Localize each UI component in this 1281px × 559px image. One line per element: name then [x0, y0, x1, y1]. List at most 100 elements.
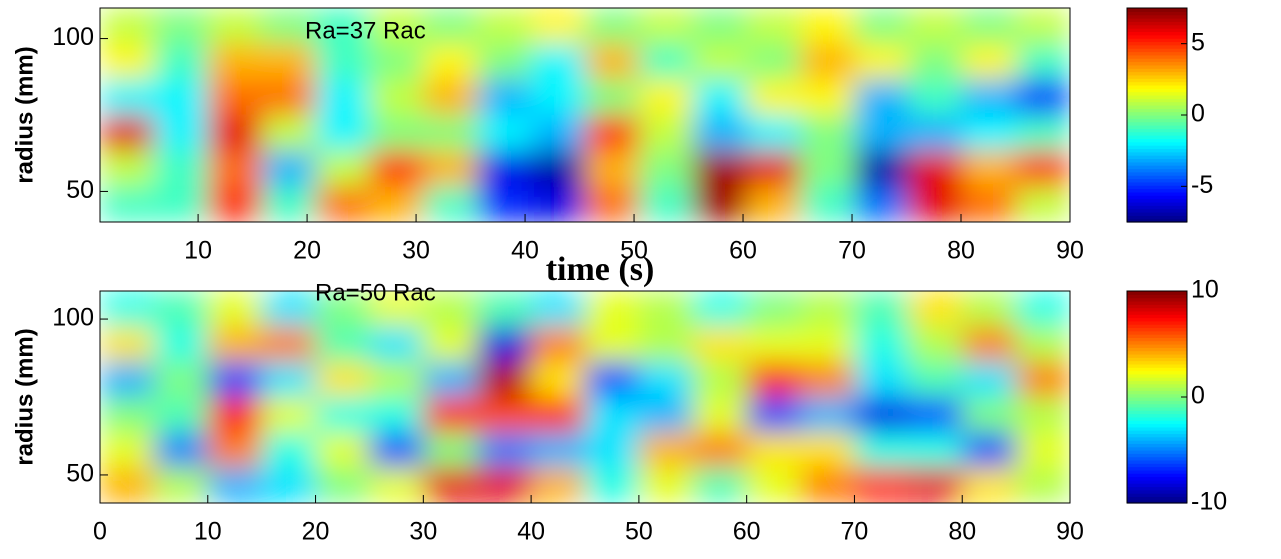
heatmap-cell: [746, 79, 802, 116]
heatmap-cell: [692, 326, 748, 363]
heatmap-cell: [908, 467, 963, 503]
heatmap-cell: [585, 326, 640, 363]
heatmap-cell: [153, 115, 209, 152]
heatmap-cell: [423, 361, 478, 398]
heatmap-cell: [1016, 115, 1070, 152]
heatmap-cell: [800, 361, 855, 398]
colorbar: [1127, 8, 1187, 223]
heatmap-cell: [477, 186, 532, 222]
heatmap-cell: [962, 150, 1017, 187]
heatmap-cell: [315, 150, 370, 187]
plot-frame: [99, 7, 1071, 223]
heatmap-cell: [477, 79, 532, 116]
heatmap-cell: [315, 397, 370, 433]
heatmap-cell: [692, 43, 748, 80]
x-tick-label: 0: [93, 518, 107, 546]
heatmap-cell: [369, 79, 424, 116]
heatmap-cell: [423, 8, 478, 45]
heatmap-cell: [1016, 8, 1070, 45]
heatmap-cell: [423, 397, 478, 433]
heatmap-cell: [692, 432, 748, 469]
heatmap-cell: [746, 291, 802, 327]
heatmap-cell: [585, 150, 640, 187]
heatmap-cell: [531, 326, 586, 363]
heatmap-cell: [1016, 150, 1070, 187]
heatmap-cell: [638, 361, 694, 398]
y-tick-label: 50: [66, 176, 94, 204]
x-tick-label: 40: [511, 237, 539, 265]
heatmap-cell: [962, 43, 1017, 80]
heatmap-cell: [531, 115, 586, 152]
heatmap-cell: [800, 326, 855, 363]
x-tick-label: 70: [841, 518, 869, 546]
heatmap-cell: [477, 43, 532, 80]
x-tick-label: 10: [184, 237, 212, 265]
heatmap-cell: [854, 432, 909, 469]
heatmap-cell: [531, 291, 586, 327]
heatmap-cell: [1016, 43, 1070, 80]
y-tick-label: 50: [66, 460, 94, 488]
heatmap-cell: [746, 326, 802, 363]
heatmap-cell: [315, 8, 370, 45]
heatmap-cell: [153, 43, 209, 80]
heatmap-cell: [585, 8, 640, 45]
heatmap-cell: [369, 467, 424, 503]
x-tick-label: 80: [947, 237, 975, 265]
heatmap-cell: [153, 150, 209, 187]
heatmap-cell: [477, 361, 532, 398]
heatmap-cell: [153, 432, 209, 469]
heatmap-cell: [261, 150, 317, 187]
heatmap-cell: [315, 432, 370, 469]
heatmap-cell: [854, 326, 909, 363]
heatmap-cell: [1016, 467, 1070, 503]
colorbar-tick-label: -5: [1191, 171, 1213, 199]
heatmap-cell: [531, 397, 586, 433]
heatmap-cell: [261, 326, 317, 363]
heatmap-cell: [692, 115, 748, 152]
heatmap-cell: [207, 432, 263, 469]
heatmap-cell: [908, 115, 963, 152]
colorbar-tick-label: 0: [1191, 382, 1205, 410]
heatmap-cell: [962, 397, 1017, 433]
heatmap-cell: [531, 432, 586, 469]
heatmap-cell: [638, 115, 694, 152]
heatmap-cell: [100, 326, 155, 363]
heatmap-cell: [261, 115, 317, 152]
plot-frame: [99, 290, 1071, 504]
heatmap-cell: [315, 291, 370, 327]
heatmap: [100, 8, 1070, 222]
heatmap-cell: [477, 8, 532, 45]
heatmap-cell: [800, 115, 855, 152]
heatmap-cell: [800, 467, 855, 503]
heatmap-cell: [800, 397, 855, 433]
heatmap-cell: [638, 150, 694, 187]
heatmap-cell: [477, 115, 532, 152]
heatmap-cell: [854, 467, 909, 503]
heatmap-cell: [638, 397, 694, 433]
heatmap-cell: [261, 8, 317, 45]
heatmap-cell: [315, 43, 370, 80]
heatmap-cell: [1016, 432, 1070, 469]
heatmap-cell: [1016, 79, 1070, 116]
heatmap-cell: [638, 291, 694, 327]
heatmap-cell: [531, 361, 586, 398]
y-tick-label: 100: [52, 304, 94, 332]
heatmap-cell: [261, 43, 317, 80]
heatmap-cell: [585, 291, 640, 327]
heatmap-cell: [423, 432, 478, 469]
heatmap-cell: [692, 361, 748, 398]
heatmap-cell: [692, 79, 748, 116]
heatmap-cell: [261, 432, 317, 469]
y-axis-label: radius (mm): [11, 46, 38, 183]
heatmap-cell: [477, 397, 532, 433]
heatmap-cells: [100, 8, 1070, 222]
heatmap-cell: [369, 432, 424, 469]
heatmap-cell: [746, 186, 802, 222]
heatmap-cell: [585, 186, 640, 222]
heatmap-cell: [692, 186, 748, 222]
heatmap-cell: [153, 397, 209, 433]
heatmap-cell: [908, 8, 963, 45]
x-tick-label: 60: [733, 518, 761, 546]
heatmap-cell: [153, 467, 209, 503]
